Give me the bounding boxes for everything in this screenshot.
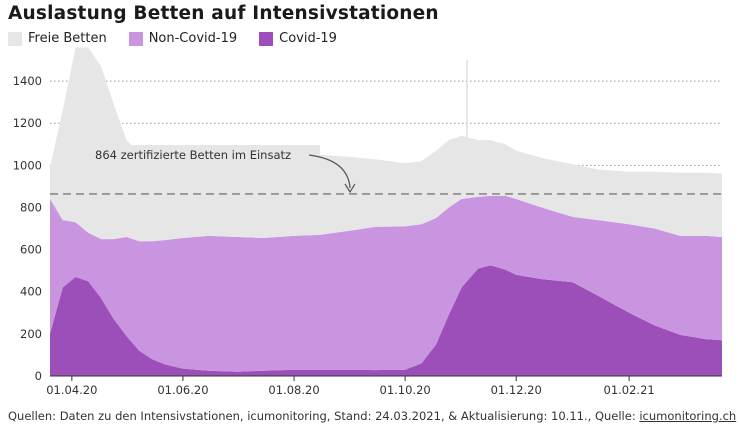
source-middle: Aktualisierung: 10.11., Quelle:	[460, 409, 636, 423]
y-tick-label-800: 800	[20, 200, 42, 214]
area-freie-betten	[50, 47, 722, 242]
annotation-label: 864 zertifizierte Betten im Einsatz	[95, 148, 291, 162]
annotation-arrow	[308, 154, 351, 189]
x-tick-label-01.06.20: 01.06.20	[157, 383, 208, 397]
legend-item-covid: Covid-19	[259, 31, 337, 46]
x-axis-ticks: 01.04.20 01.06.20 01.08.20 01.10.20 01.12.20…	[46, 376, 655, 397]
legend-swatch-covid	[259, 31, 274, 46]
x-tick-label-01.02.21: 01.02.21	[604, 383, 655, 397]
chart-title: Auslastung Betten auf Intensivstationen	[8, 3, 439, 24]
reference-line-group: 864 zertifizierte Betten im Einsatz	[50, 145, 722, 195]
x-tick-label-01.12.20: 01.12.20	[491, 383, 542, 397]
y-tick-label-400: 400	[20, 285, 42, 299]
source-prefix: Quellen: Daten zu den Intensivstationen,…	[8, 409, 445, 423]
legend-swatch-non-covid	[128, 31, 143, 46]
x-tick-label-01.04.20: 01.04.20	[46, 383, 97, 397]
legend: Freie Betten Non-Covid-19 Covid-19	[8, 31, 337, 46]
y-tick-label-1200: 1200	[13, 116, 42, 130]
y-tick-label-600: 600	[20, 243, 42, 257]
legend-label-non-covid: Non-Covid-19	[148, 31, 238, 46]
area-series	[50, 47, 722, 376]
x-tick-label-01.10.20: 01.10.20	[380, 383, 431, 397]
source-link[interactable]: icumonitoring.ch	[639, 409, 737, 423]
legend-item-free-beds: Freie Betten	[8, 31, 107, 46]
legend-label-free-beds: Freie Betten	[28, 31, 107, 46]
x-tick-label-01.08.20: 01.08.20	[268, 383, 319, 397]
source-ampersand: &	[448, 409, 458, 423]
y-tick-label-1400: 1400	[13, 74, 42, 88]
legend-label-covid: Covid-19	[279, 31, 337, 46]
y-axis-ticks: 0 200 400 600 800 1000 1200 1400	[13, 74, 42, 383]
y-tick-label-0: 0	[35, 369, 42, 383]
annotation-background	[88, 145, 320, 165]
y-tick-label-1000: 1000	[13, 158, 42, 172]
area-covid-19	[50, 265, 722, 376]
source-note: Quellen: Daten zu den Intensivstationen,…	[8, 409, 736, 423]
area-non-covid-19	[50, 195, 722, 372]
y-tick-label-200: 200	[20, 327, 42, 341]
legend-swatch-free-beds	[8, 31, 22, 46]
annotation-arrowhead	[344, 183, 356, 194]
legend-item-non-covid: Non-Covid-19	[128, 31, 238, 46]
